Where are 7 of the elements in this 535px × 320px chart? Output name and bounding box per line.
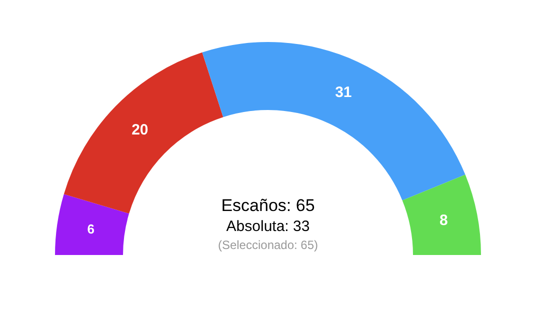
text: (Seleccionado: 65) — [218, 238, 318, 252]
data-label: 20 — [132, 121, 148, 138]
data-label: 8 — [439, 212, 448, 230]
text: Escaños: 65 — [221, 196, 315, 215]
data-label: 6 — [87, 222, 94, 237]
data-label: 31 — [335, 84, 352, 102]
text: Absoluta: 33 — [226, 218, 310, 235]
